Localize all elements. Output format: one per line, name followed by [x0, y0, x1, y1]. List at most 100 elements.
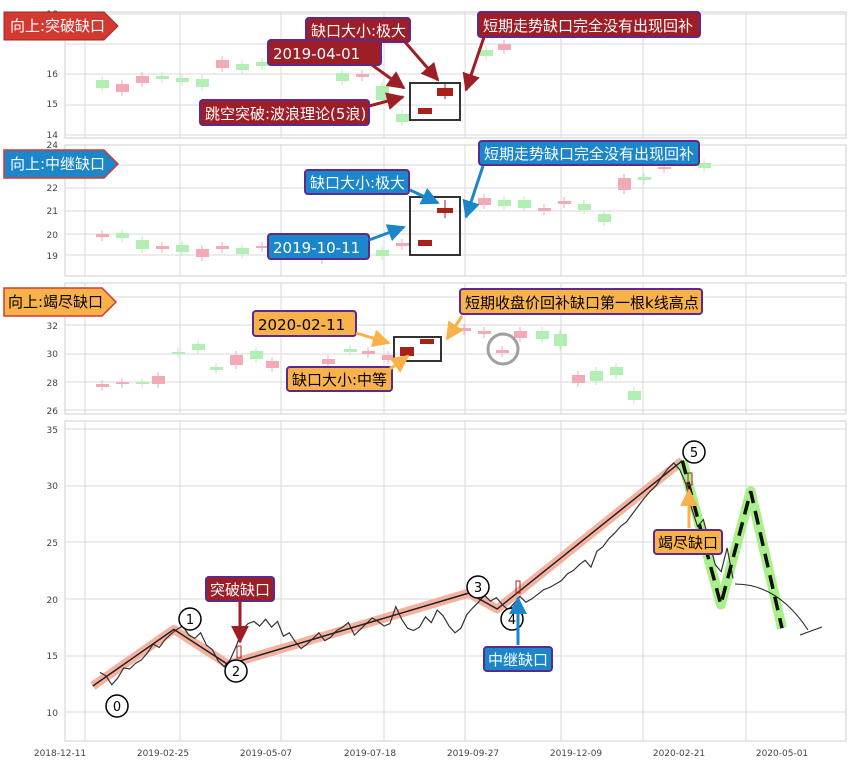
y-tick-label: 10 [47, 709, 59, 719]
y-tick-label: 15 [47, 100, 58, 110]
callout-note [477, 11, 701, 38]
y-tick-label: 24 [47, 141, 59, 151]
callout-continuation-text: 中继缺口 [488, 651, 548, 669]
callout-gap-size-text: 缺口大小:极大 [310, 174, 405, 192]
candle [478, 198, 491, 205]
wave-marker-2: 2 [224, 659, 248, 683]
callout-gap-date [267, 233, 370, 260]
callout-note-text: 短期走势缺口完全没有出现回补 [483, 17, 693, 35]
candle [96, 384, 109, 387]
y-tick-label: 32 [47, 322, 58, 332]
y-tick-label: 21 [47, 207, 58, 217]
candle [136, 382, 149, 384]
candle [192, 344, 205, 350]
callout-arrow [389, 354, 410, 373]
svg-text:1: 1 [186, 613, 194, 628]
callout-gap-date [252, 310, 357, 337]
candle [628, 391, 641, 400]
gap-candle [418, 108, 432, 114]
candle [514, 331, 527, 338]
candle [230, 355, 243, 365]
y-tick-label: 35 [47, 426, 58, 436]
y-tick-label: 20 [47, 231, 59, 241]
callout-gap-size-text: 缺口大小:中等 [292, 371, 387, 389]
wave-marker-1: 1 [178, 607, 202, 631]
candle [376, 86, 389, 100]
candle [216, 60, 229, 68]
callout-wave-note-text: 跳空突破:波浪理论(5浪) [205, 105, 366, 123]
candle [256, 246, 269, 248]
callout-gap-date-text: 2019-10-11 [273, 239, 360, 257]
candle [554, 334, 567, 346]
x-tick-label: 2019-09-27 [447, 749, 499, 759]
panel-tag: 向上:突破缺口 [10, 17, 105, 35]
x-axis: 2018-12-11 2019-02-25 2019-05-07 2019-07… [34, 749, 808, 759]
callout-note-text: 短期走势缺口完全没有出现回补 [484, 145, 694, 163]
wave-marker-0: 0 [105, 694, 129, 718]
x-tick-label: 2020-02-21 [653, 749, 705, 759]
y-tick-label: 20 [47, 596, 59, 606]
y-tick-label: 25 [47, 539, 58, 549]
candle [266, 361, 279, 368]
callout-gap-date [267, 39, 382, 66]
price-series [99, 462, 734, 686]
candle [478, 331, 491, 334]
y-axis: 10 15 20 25 30 35 [47, 426, 59, 719]
callout-note [478, 140, 700, 166]
candle [590, 371, 603, 381]
candle [210, 367, 223, 370]
candle [322, 359, 335, 364]
y-tick-label: 16 [47, 70, 59, 80]
gap-fill-marker [486, 332, 520, 366]
y-tick-label: 30 [47, 482, 59, 492]
callout-note-text: 短期收盘价回补缺口第一根k线高点 [465, 294, 699, 312]
candle [376, 250, 389, 256]
candle [176, 78, 189, 82]
x-tick-label: 2019-02-25 [137, 749, 189, 759]
candle [396, 243, 409, 246]
callout-gap-size [304, 169, 410, 195]
candle [480, 50, 493, 56]
panel-grid [65, 421, 846, 741]
candles [96, 159, 711, 264]
candle [572, 375, 585, 383]
y-tick-label: 28 [47, 379, 59, 389]
y-tick-label: 14 [47, 131, 59, 141]
callout-wave-note [199, 99, 370, 126]
candle [344, 349, 357, 352]
callout-arrow [371, 63, 406, 90]
x-tick-label: 2019-07-18 [344, 749, 397, 759]
panel-tag-arrow [3, 287, 118, 317]
y-tick-label: 19 [47, 252, 59, 262]
svg-text:2: 2 [232, 665, 240, 680]
candle [496, 350, 509, 353]
panel-tag-arrow [3, 11, 119, 41]
y-tick-label: 15 [47, 652, 58, 662]
candle [176, 245, 189, 252]
wave-line [92, 460, 683, 687]
callout-note [459, 288, 703, 315]
candle [538, 208, 551, 211]
candle [536, 331, 549, 339]
candle [518, 200, 531, 208]
candle [578, 204, 591, 210]
candle [336, 73, 349, 81]
gap-marker [236, 645, 242, 659]
candle [96, 80, 109, 88]
gap-candle [418, 240, 432, 246]
candle [250, 351, 263, 359]
target-line [799, 626, 823, 636]
candle [216, 246, 229, 249]
candle [698, 163, 711, 168]
x-tick-label: 2019-12-09 [550, 749, 603, 759]
callout-arrow [445, 315, 464, 341]
callout-gap-size-text: 缺口大小:极大 [311, 22, 406, 40]
candle [382, 355, 395, 360]
callout-arrow [368, 224, 406, 242]
candle [558, 201, 571, 204]
x-tick-label: 2019-05-07 [240, 749, 292, 759]
gap-box [409, 82, 461, 121]
callout-continuation [483, 646, 553, 672]
gap-box [393, 336, 442, 362]
